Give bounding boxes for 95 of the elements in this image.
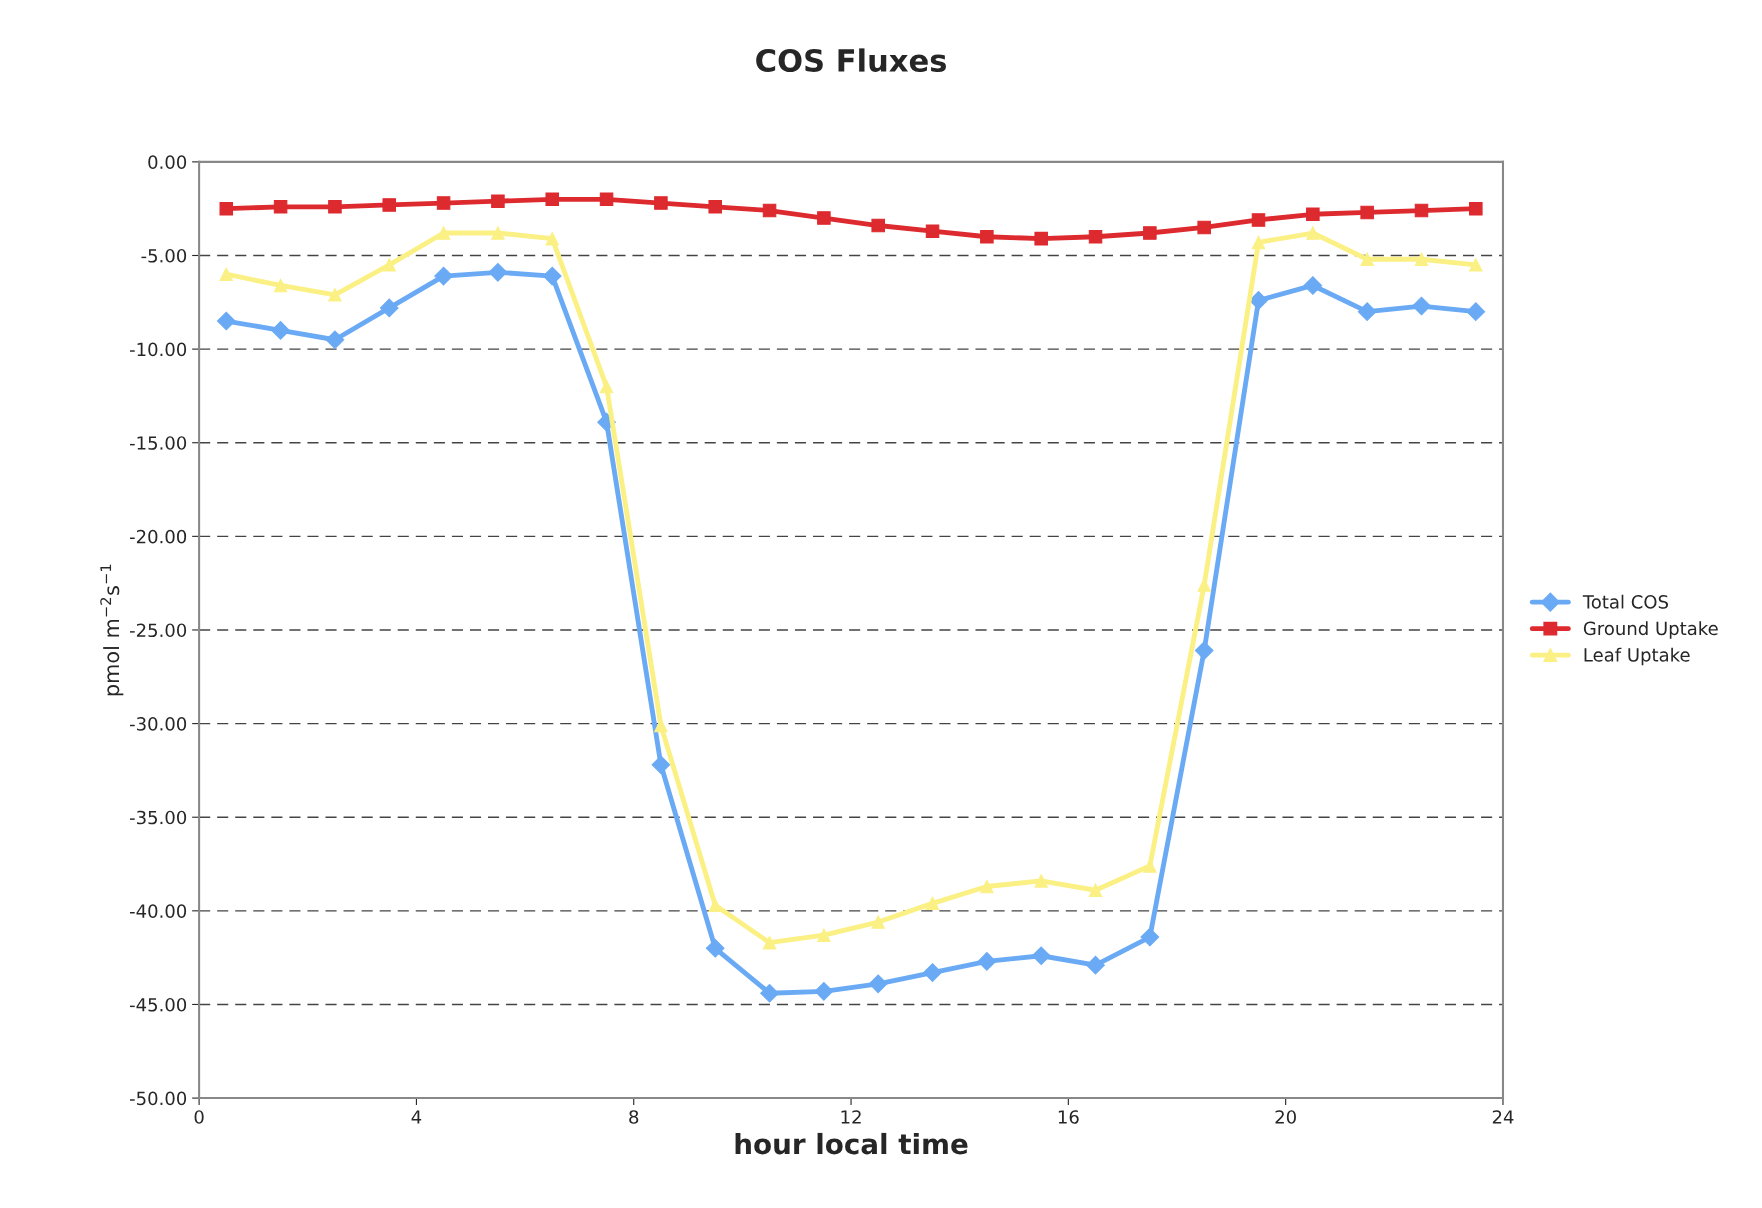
point — [1143, 226, 1157, 240]
x-tick-label: 24 — [1492, 1110, 1514, 1124]
legend-label: Total COS — [1582, 594, 1669, 609]
legend-label: Ground Uptake — [1583, 621, 1718, 639]
point — [1306, 207, 1320, 222]
y-tick-label: -20.00 — [129, 529, 187, 544]
point — [328, 200, 342, 214]
x-tick-label: 8 — [629, 1110, 639, 1124]
point — [1357, 302, 1377, 322]
point — [925, 896, 940, 911]
y-tick-label: 0.00 — [148, 155, 187, 169]
point — [1306, 226, 1320, 240]
point — [871, 218, 885, 233]
y-tick-label: -15.00 — [129, 436, 187, 450]
point — [545, 192, 560, 207]
point — [1469, 258, 1483, 272]
x-tick-label: 0 — [194, 1110, 204, 1124]
point — [1143, 859, 1157, 873]
y-tick-label: -5.00 — [141, 248, 187, 263]
point — [436, 196, 451, 210]
point — [1251, 235, 1266, 250]
point — [379, 298, 399, 318]
point — [1197, 220, 1211, 235]
point — [817, 928, 831, 942]
point — [1412, 296, 1431, 316]
point — [1194, 641, 1214, 660]
point — [1303, 276, 1323, 295]
point — [980, 879, 994, 894]
point — [1031, 946, 1051, 966]
point — [1088, 230, 1103, 244]
y-tick-label: -35.00 — [129, 810, 187, 825]
y-tick-label: -40.00 — [129, 904, 187, 918]
point — [654, 196, 668, 210]
chart-title: COS Fluxes — [756, 48, 946, 73]
point — [654, 718, 668, 733]
point — [1360, 252, 1374, 267]
point — [1251, 213, 1266, 227]
point — [273, 278, 288, 293]
point — [1414, 252, 1429, 267]
point — [219, 201, 234, 216]
y-tick-label: -30.00 — [129, 717, 187, 731]
x-tick-label: 4 — [411, 1110, 422, 1124]
point — [1197, 578, 1211, 592]
point — [325, 330, 345, 350]
point — [1414, 203, 1429, 218]
y-tick-label: -25.00 — [129, 623, 187, 638]
point — [273, 200, 288, 214]
point — [488, 262, 508, 282]
point — [491, 226, 505, 240]
point — [868, 974, 888, 994]
point — [925, 224, 940, 238]
point — [980, 230, 994, 244]
point — [762, 935, 777, 950]
legend-label: Leaf Uptake — [1584, 647, 1690, 666]
point — [219, 267, 234, 281]
point — [1469, 201, 1483, 216]
point — [708, 200, 722, 214]
point — [1249, 291, 1268, 310]
point — [545, 231, 560, 246]
point — [977, 952, 997, 971]
point — [382, 198, 397, 212]
y-axis-title: pmol m$^{−2}$s$^{−1}$ — [100, 564, 124, 696]
point — [762, 203, 777, 218]
point — [705, 938, 725, 958]
y-tick-label: -50.00 — [129, 1091, 187, 1106]
point — [1034, 874, 1048, 888]
point — [814, 981, 834, 1001]
point — [599, 379, 614, 394]
x-tick-label: 16 — [1058, 1110, 1079, 1124]
point — [1086, 955, 1105, 975]
point — [871, 915, 885, 929]
point — [923, 963, 942, 982]
point — [328, 288, 342, 302]
point — [1088, 883, 1103, 898]
y-tick-label: -45.00 — [129, 997, 187, 1012]
point — [817, 211, 831, 225]
point — [708, 898, 722, 912]
point — [1466, 302, 1486, 322]
point — [760, 983, 779, 1003]
point — [271, 321, 290, 340]
x-tick-label: 12 — [841, 1110, 861, 1124]
point — [1140, 927, 1160, 947]
point — [651, 755, 671, 775]
point — [1034, 231, 1048, 246]
point — [542, 266, 562, 286]
point — [434, 266, 453, 286]
x-axis-title: hour local time — [735, 1132, 968, 1155]
y-tick-label: -10.00 — [129, 342, 187, 357]
point — [216, 311, 236, 331]
point — [382, 258, 397, 272]
point — [436, 226, 451, 240]
point — [491, 194, 505, 208]
point — [599, 192, 614, 207]
x-tick-label: 20 — [1275, 1110, 1296, 1124]
point — [1360, 205, 1374, 220]
